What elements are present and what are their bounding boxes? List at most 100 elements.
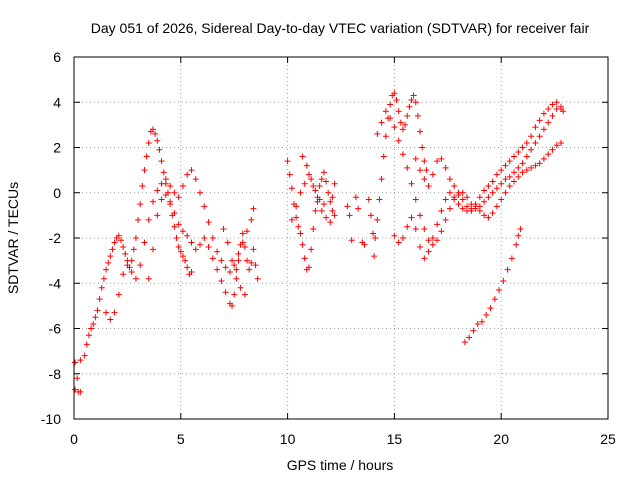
data-point: [120, 244, 127, 251]
data-point: [293, 214, 300, 221]
data-point: [455, 201, 462, 208]
data-point: [371, 253, 378, 260]
data-point: [205, 244, 212, 251]
data-point: [459, 196, 466, 203]
data-point: [553, 142, 560, 149]
data-point: [171, 210, 178, 217]
data-point: [496, 287, 503, 294]
data-point: [367, 212, 374, 219]
data-point: [254, 275, 261, 282]
data-point: [549, 101, 556, 108]
data-point: [397, 119, 404, 126]
data-point: [250, 205, 257, 212]
data-point: [502, 162, 509, 169]
data-point: [158, 180, 165, 187]
data-point: [511, 153, 518, 160]
data-point: [380, 153, 387, 160]
data-point: [438, 155, 445, 162]
data-point: [515, 149, 522, 156]
data-point: [237, 241, 244, 248]
data-point: [162, 192, 169, 199]
data-point: [175, 221, 182, 228]
data-point: [506, 173, 513, 180]
data-point: [536, 117, 543, 124]
y-tick-label: -10: [41, 411, 61, 427]
data-point: [201, 235, 208, 241]
data-point: [327, 198, 334, 205]
data-point: [395, 239, 402, 246]
data-point: [105, 259, 112, 266]
data-point: [558, 139, 565, 146]
data-point: [301, 255, 308, 262]
data-point: [408, 214, 415, 221]
data-point: [85, 332, 92, 339]
data-point: [442, 216, 449, 223]
data-point: [483, 311, 490, 318]
data-point: [154, 187, 161, 194]
data-point: [412, 99, 419, 106]
data-point: [145, 139, 152, 146]
data-point: [117, 237, 124, 244]
data-point: [395, 108, 402, 115]
data-point: [252, 262, 259, 269]
data-point: [421, 176, 428, 183]
data-point: [378, 176, 385, 183]
data-point: [515, 164, 522, 171]
data-point: [111, 309, 118, 316]
data-point: [124, 262, 131, 269]
data-point: [310, 225, 317, 232]
data-point: [182, 257, 189, 264]
data-point: [511, 178, 518, 185]
data-point: [137, 262, 144, 269]
y-tick-label: -4: [49, 275, 62, 291]
data-point: [143, 153, 150, 160]
data-point: [188, 239, 195, 246]
data-point: [485, 214, 492, 221]
data-point: [156, 146, 163, 153]
data-point: [237, 284, 244, 291]
data-point: [241, 291, 248, 298]
data-point: [158, 158, 165, 165]
data-point: [318, 176, 325, 183]
data-point: [545, 106, 552, 113]
data-point: [81, 352, 88, 359]
data-point: [231, 262, 238, 269]
data-point: [135, 216, 142, 223]
data-point: [481, 198, 488, 205]
data-point: [107, 316, 114, 323]
data-point: [498, 167, 505, 174]
data-point: [395, 137, 402, 144]
data-point: [523, 153, 530, 160]
data-point: [120, 271, 127, 278]
data-point: [378, 119, 385, 126]
data-point: [145, 275, 152, 282]
data-point: [536, 160, 543, 167]
data-point: [188, 268, 195, 275]
data-point: [429, 235, 436, 241]
data-point: [459, 205, 466, 212]
data-point: [305, 264, 312, 271]
data-point: [491, 296, 498, 303]
data-point: [154, 212, 161, 219]
data-point: [229, 257, 236, 264]
data-point: [132, 235, 139, 241]
data-point: [370, 230, 377, 237]
data-point: [536, 133, 543, 140]
data-point: [284, 158, 291, 165]
data-point: [468, 207, 475, 214]
data-point: [481, 187, 488, 194]
data-point: [502, 176, 509, 183]
data-point: [470, 327, 477, 334]
data-point: [192, 176, 199, 183]
data-point: [248, 216, 255, 223]
data-point: [323, 178, 330, 185]
data-point: [103, 309, 110, 316]
data-point: [171, 223, 178, 230]
x-axis-label: GPS time / hours: [287, 457, 394, 473]
x-tick-label: 15: [387, 431, 403, 447]
y-tick-label: 4: [53, 94, 61, 110]
data-point: [103, 266, 110, 273]
data-point: [220, 225, 227, 232]
data-point: [540, 155, 547, 162]
data-point: [528, 164, 535, 171]
